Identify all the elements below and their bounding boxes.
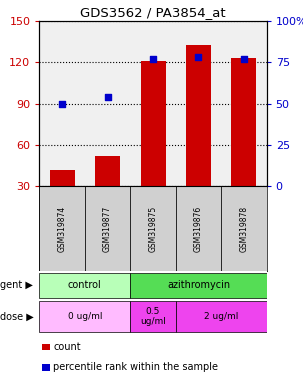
Bar	[95, 156, 120, 186]
Bar	[39, 301, 130, 333]
Bar	[39, 273, 130, 298]
Text: 0.5
ug/ml: 0.5 ug/ml	[140, 307, 166, 326]
Text: percentile rank within the sample: percentile rank within the sample	[53, 362, 218, 372]
Text: agent ▶: agent ▶	[0, 280, 33, 290]
Bar	[130, 273, 267, 298]
Bar	[130, 186, 176, 271]
Text: dose ▶: dose ▶	[0, 312, 33, 322]
Point	[60, 101, 65, 107]
Text: 2 ug/ml: 2 ug/ml	[204, 312, 238, 321]
Bar	[141, 61, 165, 186]
Bar	[176, 186, 221, 271]
Point	[151, 56, 155, 62]
Text: azithromycin: azithromycin	[167, 280, 230, 290]
Text: GSM319876: GSM319876	[194, 205, 203, 252]
Text: GSM319878: GSM319878	[239, 205, 248, 252]
Text: control: control	[68, 280, 102, 290]
Point	[105, 94, 110, 100]
Bar	[50, 170, 75, 186]
Text: 0 ug/ml: 0 ug/ml	[68, 312, 102, 321]
Point	[196, 55, 201, 61]
Bar	[186, 45, 211, 186]
Bar	[39, 186, 85, 271]
Bar	[176, 301, 267, 333]
Title: GDS3562 / PA3854_at: GDS3562 / PA3854_at	[80, 6, 226, 18]
Bar	[85, 186, 130, 271]
Bar	[130, 301, 176, 333]
Text: GSM319875: GSM319875	[148, 205, 158, 252]
Bar	[231, 58, 256, 186]
Text: GSM319877: GSM319877	[103, 205, 112, 252]
Text: count: count	[53, 342, 81, 352]
Text: GSM319874: GSM319874	[58, 205, 67, 252]
Point	[241, 56, 246, 62]
Bar	[221, 186, 267, 271]
